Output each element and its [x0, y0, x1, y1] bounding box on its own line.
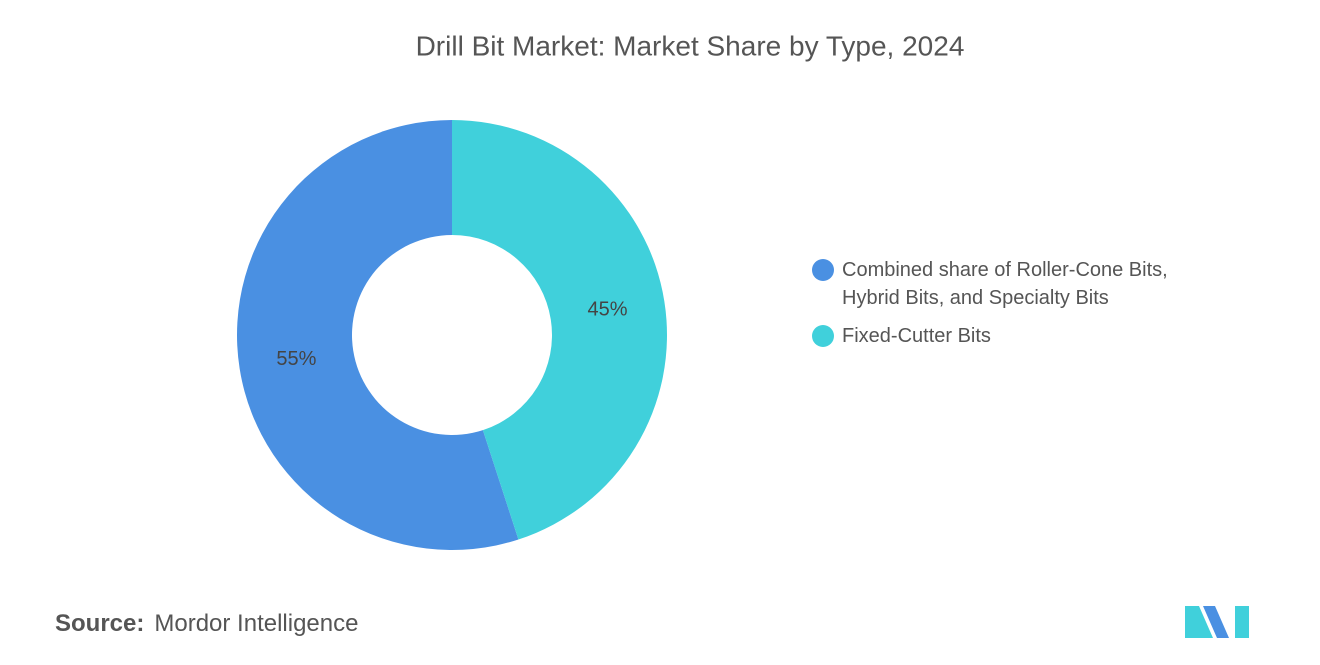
source-text: Mordor Intelligence — [154, 610, 359, 637]
legend: Combined share of Roller-Cone Bits, Hybr… — [812, 256, 1212, 360]
slice — [237, 120, 519, 551]
source-label: Source: — [55, 610, 145, 637]
chart-title: Drill Bit Market: Market Share by Type, … — [416, 30, 965, 61]
legend-item: Combined share of Roller-Cone Bits, Hybr… — [812, 256, 1212, 312]
logo — [1185, 606, 1249, 638]
slice — [452, 120, 667, 540]
legend-label: Fixed-Cutter Bits — [842, 325, 991, 347]
legend-label: Combined share of Roller-Cone Bits, Hybr… — [842, 259, 1168, 309]
legend-swatch — [812, 259, 834, 281]
slices: 55% 45% — [237, 120, 667, 551]
value-label: 45% — [588, 299, 628, 321]
legend-item: Fixed-Cutter Bits — [812, 322, 1212, 350]
source: Source: Mordor Intelligence — [55, 610, 358, 638]
value-label: 55% — [276, 348, 316, 370]
legend-swatch — [812, 325, 834, 347]
